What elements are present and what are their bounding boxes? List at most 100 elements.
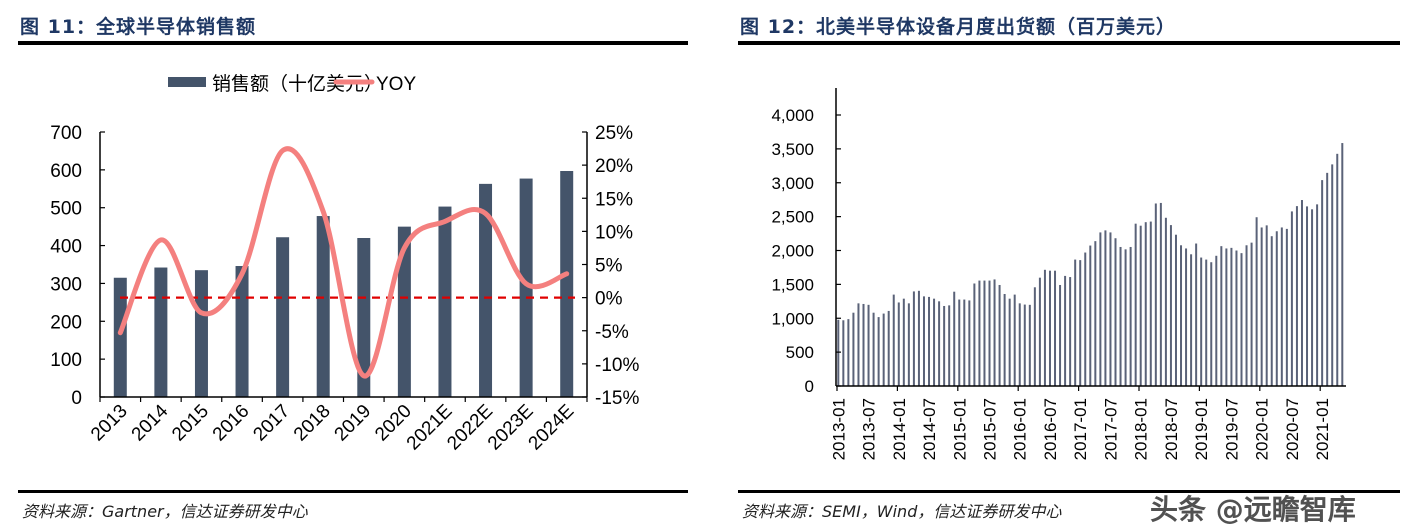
shipment-bar [842, 320, 845, 386]
x-tick-label: 2013-07 [860, 398, 879, 460]
shipment-bar [948, 305, 951, 386]
y-tick-label: 4,000 [771, 106, 814, 125]
shipment-bar [1205, 259, 1208, 386]
shipment-bar [1215, 255, 1218, 386]
shipment-bar [933, 298, 936, 386]
shipment-bar [1185, 248, 1188, 386]
sales-bar [194, 270, 208, 397]
shipment-bar [867, 304, 870, 386]
shipment-bar [1008, 298, 1011, 386]
shipment-bar [1059, 284, 1062, 386]
sales-bar [397, 226, 411, 397]
sales-bar [438, 206, 452, 397]
shipment-bar [1094, 241, 1097, 386]
y-tick-label: 1,500 [771, 275, 814, 294]
legend-label-yoy: YOY [376, 74, 416, 95]
left-title-rule [18, 41, 688, 45]
yoy-line [117, 146, 570, 379]
shipment-bar [1089, 245, 1092, 386]
shipment-bar [1250, 242, 1253, 386]
shipment-bar [1048, 270, 1051, 386]
x-tick-label: 2018 [290, 401, 335, 446]
shipment-bar [907, 303, 910, 386]
shipment-bar [963, 299, 966, 386]
sales-bar [479, 183, 493, 397]
x-tick-label: 2016-07 [1041, 398, 1060, 460]
x-tick-label: 2014-07 [920, 398, 939, 460]
shipment-bar [1341, 143, 1344, 386]
shipment-bar [988, 280, 991, 386]
y2-tick-label: 25% [595, 123, 633, 144]
y2-tick-label: -15% [595, 388, 639, 409]
shipment-bar [1321, 180, 1324, 386]
y2-tick-label: 0% [595, 289, 623, 310]
sales-bar [519, 178, 533, 397]
right-title-rule [738, 41, 1400, 45]
shipment-bar [1114, 238, 1117, 386]
right-footer-rule [738, 490, 1400, 493]
shipment-bar [1033, 287, 1036, 386]
shipment-bar [953, 291, 956, 386]
y2-tick-label: 10% [595, 222, 633, 243]
shipment-bar [1013, 294, 1016, 386]
shipment-bar [1174, 234, 1177, 386]
x-tick-label: 2017-07 [1101, 398, 1120, 460]
shipment-bar [1164, 217, 1167, 386]
shipment-bar [1154, 203, 1157, 386]
shipment-bar [1280, 227, 1283, 386]
shipment-bar [1255, 217, 1258, 386]
y2-tick-label: -5% [595, 322, 629, 343]
shipment-bar [1316, 204, 1319, 386]
shipment-bar [1200, 257, 1203, 386]
shipment-bar [922, 296, 925, 386]
shipment-bar [1270, 236, 1273, 386]
x-tick-label: 2016 [209, 401, 254, 446]
shipment-bar [1265, 225, 1268, 386]
x-tick-label: 2015-07 [981, 398, 1000, 460]
shipment-bar [887, 310, 890, 386]
shipment-bar [1326, 172, 1329, 386]
sales-bar [235, 266, 249, 397]
shipment-bar [938, 301, 941, 386]
left-chart-title: 图 11：全球半导体销售额 [20, 16, 257, 38]
x-tick-label: 2013-01 [829, 398, 848, 460]
shipment-bar [1129, 246, 1132, 386]
shipment-bar [1235, 250, 1238, 386]
x-tick-label: 2020-01 [1253, 398, 1272, 460]
x-tick-label: 2015-01 [950, 398, 969, 460]
shipment-bar [1064, 275, 1067, 386]
shipment-bar [1306, 206, 1309, 386]
x-tick-label: 2019-07 [1222, 398, 1241, 460]
shipment-bar [872, 312, 875, 386]
y-tick-label: 1,000 [771, 309, 814, 328]
shipment-bar [993, 279, 996, 386]
shipment-bar [897, 302, 900, 386]
shipment-bar [892, 294, 895, 386]
shipment-bar [1230, 247, 1233, 386]
shipment-bar [1079, 260, 1082, 386]
shipment-bar [1260, 227, 1263, 386]
x-tick-label: 2023E [484, 401, 538, 455]
y-tick-label: 3,500 [771, 140, 814, 159]
shipment-bar [943, 305, 946, 386]
x-tick-label: 2017-01 [1071, 398, 1090, 460]
right-source-note: 资料来源：SEMI，Wind，信达证券研发中心 [742, 502, 1062, 521]
shipment-bar [1195, 243, 1198, 386]
shipment-bar [1028, 304, 1031, 386]
shipment-bar [1084, 252, 1087, 386]
x-tick-label: 2014-01 [890, 398, 909, 460]
shipment-bar [998, 284, 1001, 386]
shipment-bar [1124, 249, 1127, 386]
sales-bar [154, 267, 168, 397]
shipment-bar [1149, 221, 1152, 386]
y-tick-label: 700 [50, 123, 82, 144]
sales-bar [113, 277, 127, 397]
shipment-bar [1043, 269, 1046, 386]
sales-bar [276, 237, 290, 397]
shipment-bar [1069, 277, 1072, 386]
y-tick-label: 400 [50, 237, 82, 258]
shipment-bar [1311, 209, 1314, 386]
shipment-bar [1074, 259, 1077, 386]
y2-tick-label: 20% [595, 156, 633, 177]
x-tick-label: 2021E [403, 401, 457, 455]
